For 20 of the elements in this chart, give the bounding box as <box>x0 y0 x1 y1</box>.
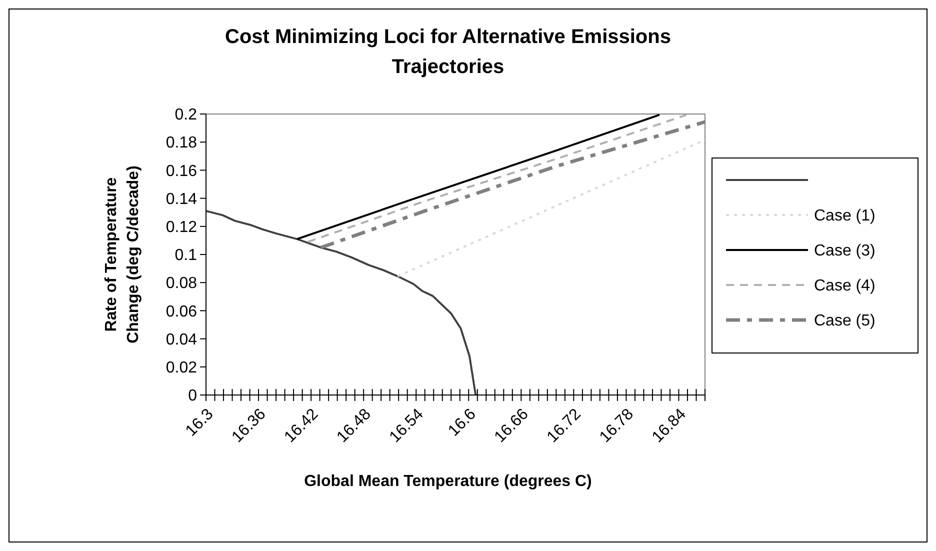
legend-label: Case (3) <box>814 242 876 260</box>
y-tick-label: 0.16 <box>166 162 198 180</box>
y-axis-title: Rate of Temperature Change (deg C/decade) <box>103 166 142 344</box>
y-tick-label: 0.18 <box>166 134 198 152</box>
y-tick-label: 0.08 <box>166 275 198 292</box>
y-tick-label: 0.04 <box>166 331 198 348</box>
legend-label: Case (1) <box>814 208 876 225</box>
line-series <box>205 210 477 396</box>
legend-label: Case (4) <box>814 278 876 295</box>
legend-label: Case (5) <box>814 312 876 330</box>
chart-title: Cost Minimizing Loci for Alternative Emissions Trajectories <box>225 26 671 78</box>
y-tick-label: 0.14 <box>166 190 198 208</box>
y-tick-label: 0.1 <box>174 247 198 264</box>
y-tick-label: 0.02 <box>166 360 198 376</box>
x-axis-title: Global Mean Temperature (degrees C) <box>304 473 592 490</box>
y-tick-label: 0.2 <box>174 106 198 124</box>
y-tick-label: 0.12 <box>166 219 198 236</box>
x-tick-label: 16.3 <box>182 406 217 440</box>
y-tick-label: 0.06 <box>166 303 198 320</box>
y-tick-label: 0 <box>188 388 198 405</box>
